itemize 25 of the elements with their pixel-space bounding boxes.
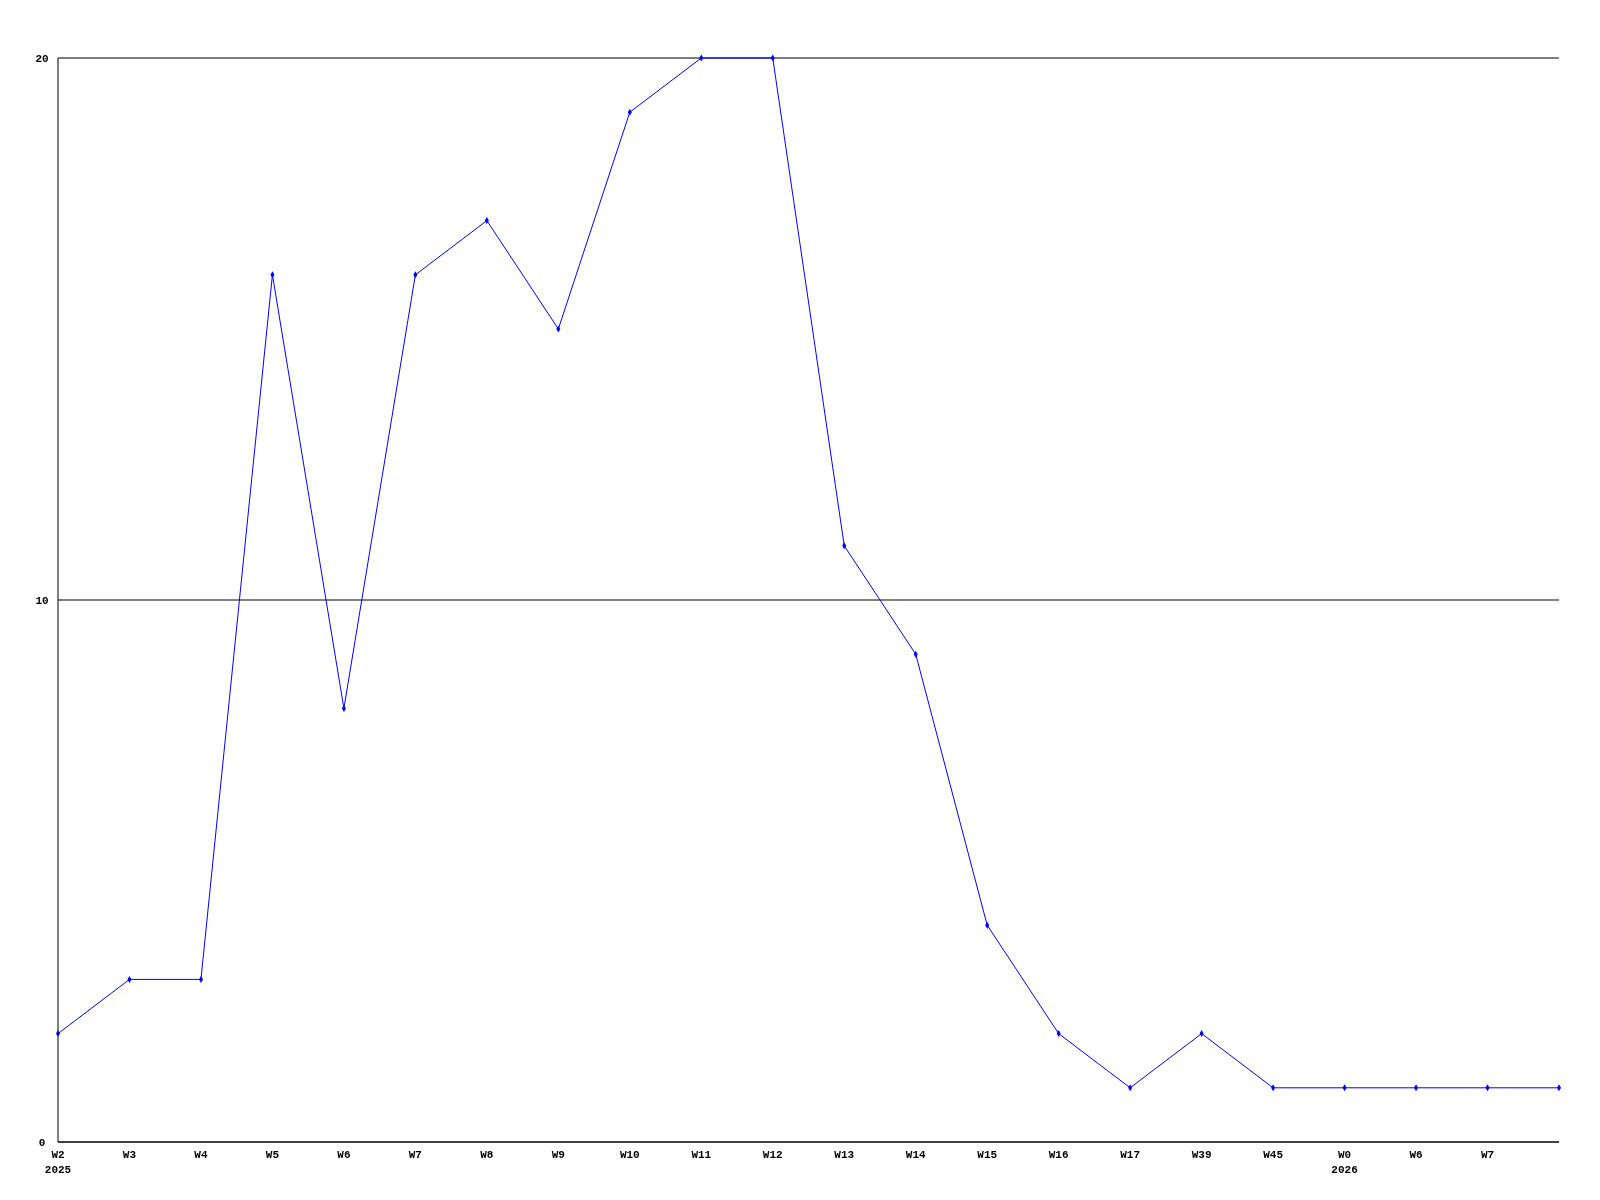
x-tick-label: W5 bbox=[265, 1149, 280, 1161]
x-tick-label: W6 bbox=[1409, 1149, 1423, 1161]
x-tick-label: W10 bbox=[619, 1149, 640, 1161]
x-tick-label: W15 bbox=[977, 1149, 998, 1161]
x-tick-label: W17 bbox=[1120, 1149, 1141, 1161]
x-tick-label: W11 bbox=[691, 1149, 712, 1161]
x-tick-label: W39 bbox=[1191, 1149, 1212, 1161]
x-tick-label: W2 2025 bbox=[44, 1149, 72, 1176]
x-tick-label: W6 bbox=[337, 1149, 351, 1161]
point bbox=[1556, 1084, 1562, 1092]
x-tick-label: W16 bbox=[1048, 1149, 1069, 1161]
x-tick-label: W4 bbox=[194, 1149, 208, 1161]
x-tick-label: W7 bbox=[1480, 1149, 1495, 1161]
y-tick-label: 0 bbox=[38, 1136, 46, 1149]
x-tick-label: W14 bbox=[905, 1149, 927, 1161]
x-tick-label: W9 bbox=[551, 1149, 565, 1161]
x-tick-label: W0 2026 bbox=[1331, 1149, 1358, 1176]
x-tick-label: W3 bbox=[122, 1149, 137, 1161]
y-tick-label: 20 bbox=[35, 52, 49, 65]
x-tick-label: W7 bbox=[408, 1149, 422, 1161]
x-tick-label: W13 bbox=[834, 1149, 855, 1161]
x-tick-label: W8 bbox=[480, 1149, 494, 1161]
x-tick-label: W45 bbox=[1263, 1149, 1284, 1161]
x-tick-label: W12 bbox=[762, 1149, 783, 1161]
y-tick-label: 10 bbox=[35, 594, 49, 607]
